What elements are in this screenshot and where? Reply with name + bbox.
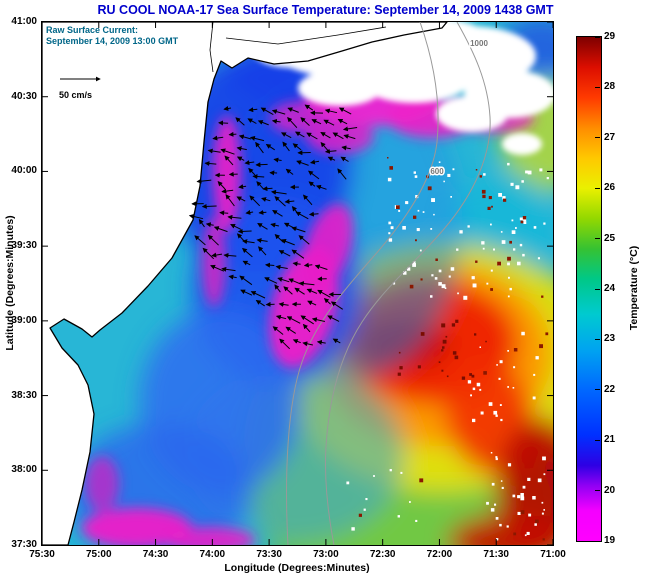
colorbar-title: Temperature (°C) <box>628 245 640 331</box>
colorbar-tick-label: 23 <box>604 333 616 345</box>
x-tick-label: 75:00 <box>85 549 112 560</box>
x-tick-label: 73:30 <box>256 549 282 560</box>
colorbar-tick-mark <box>595 490 600 492</box>
x-tick-label: 74:30 <box>142 549 169 560</box>
y-tick-label: 38:00 <box>11 464 37 476</box>
y-tick-label: 40:00 <box>11 165 37 177</box>
contour-line-600 <box>286 22 439 545</box>
cloud-speckles <box>346 157 549 541</box>
colorbar-tick-label: 26 <box>604 182 616 194</box>
colorbar-tick-label: 27 <box>604 131 616 143</box>
colorbar-tick-mark <box>595 86 600 88</box>
map-plot: 1000 600 Raw Surface Current: September … <box>41 21 554 546</box>
x-tick-label: 71:30 <box>483 549 509 560</box>
colorbar-tick-mark <box>595 36 600 38</box>
y-tick-label: 41:00 <box>11 16 37 27</box>
bathymetry-contours: 1000 600 <box>286 22 491 545</box>
cold-magenta-patches <box>82 74 534 545</box>
y-tick-label: 40:30 <box>11 90 37 102</box>
long-island-sound-shoreline <box>225 26 387 45</box>
y-tick-label: 39:00 <box>11 314 37 326</box>
x-tick-label: 72:30 <box>369 549 396 560</box>
colorbar-tick-mark <box>595 238 600 240</box>
x-tick-label: 75:30 <box>29 549 55 560</box>
hudson-river-shoreline <box>209 22 214 73</box>
x-tick-label: 74:00 <box>199 549 226 560</box>
colorbar-tick-label: 24 <box>604 283 616 294</box>
colorbar-tick-mark <box>595 288 600 290</box>
colorbar-tick-mark <box>595 338 600 340</box>
surface-current-annotation-line2: September 14, 2009 13:00 GMT <box>46 36 179 46</box>
land-coastline <box>42 22 448 545</box>
colorbar-tick-mark <box>595 389 600 391</box>
y-tick-label: 38:30 <box>11 389 37 401</box>
colorbar-tick-label: 20 <box>604 484 616 496</box>
colorbar-tick-label: 29 <box>604 31 616 42</box>
colorbar-tick-label: 21 <box>604 434 616 446</box>
axis-tick-marks <box>42 22 553 545</box>
colorbar-tick-label: 25 <box>604 232 616 244</box>
y-tick-label: 39:30 <box>11 240 37 252</box>
sst-map-image: 1000 600 Raw Surface Current: September … <box>42 22 553 545</box>
contour-line-1000 <box>324 22 491 545</box>
surface-current-annotation-line1: Raw Surface Current: <box>46 25 138 35</box>
colorbar-tick-mark <box>595 137 600 139</box>
colorbar-tick-mark <box>595 439 600 441</box>
contour-label-1000: 1000 <box>470 39 488 48</box>
current-scale-label: 50 cm/s <box>59 90 92 100</box>
colorbar-tick-label: 28 <box>604 81 616 93</box>
map-content: 1000 600 Raw Surface Current: September … <box>42 22 553 545</box>
figure-title: RU COOL NOAA-17 Sea Surface Temperature:… <box>97 3 554 17</box>
x-tick-label: 71:00 <box>540 549 566 560</box>
x-tick-label: 73:00 <box>313 549 339 560</box>
colorbar-tick-mark <box>595 187 600 189</box>
y-axis-title: Latitude (Degrees:Minutes) <box>4 215 16 351</box>
colorbar-tick-label: 19 <box>604 535 616 546</box>
colorbar-tick-label: 22 <box>604 383 616 395</box>
colorbar-tick-mark <box>595 540 600 542</box>
y-tick-label: 37:30 <box>11 539 37 550</box>
sst-field <box>68 22 553 545</box>
x-axis-title: Longitude (Degrees:Minutes) <box>224 562 370 574</box>
x-tick-label: 72:00 <box>426 549 453 560</box>
current-vectors <box>188 104 358 350</box>
contour-label-600: 600 <box>430 167 444 176</box>
